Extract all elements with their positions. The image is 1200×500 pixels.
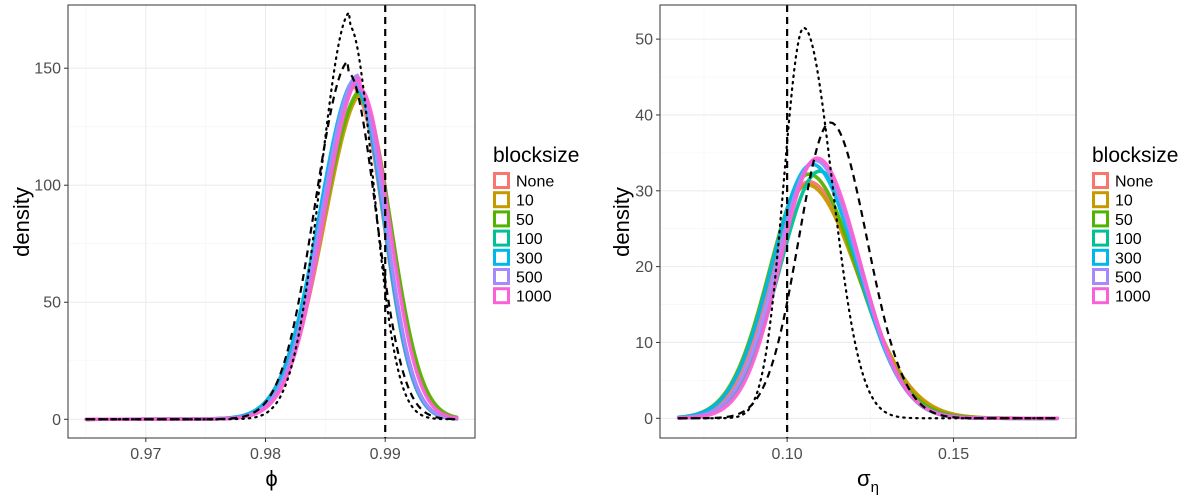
legend-item: 300 [1092, 248, 1142, 267]
legend-swatch [1092, 248, 1109, 266]
legend-item: 1000 [1092, 287, 1151, 306]
legend-label: 1000 [1115, 289, 1151, 306]
plot-area [660, 5, 1076, 438]
legend-label: 100 [1115, 231, 1142, 248]
right-chart-sigma-eta: 0 10 20 30 40 50 0.10 0.15 density ση blocksize Non… [609, 4, 1178, 496]
y-tick-label: 50 [43, 295, 61, 312]
x-axis-symbol: σ [857, 466, 871, 491]
legend-title: blocksize [1092, 144, 1178, 167]
legend-label: 500 [1115, 270, 1142, 287]
legend-label: 500 [516, 270, 543, 287]
panel-border [659, 4, 1077, 439]
legend-title: blocksize [493, 144, 579, 167]
x-axis-subscript: η [871, 479, 879, 496]
legend: blocksize None 10 50 100 300 500 1000 [493, 144, 579, 306]
legend-swatch [493, 248, 510, 266]
y-axis-title: density [609, 187, 634, 257]
legend-swatch [1092, 268, 1109, 285]
legend-swatch [493, 210, 510, 228]
y-axis-title: density [9, 187, 34, 257]
y-tick-label: 0 [644, 411, 653, 428]
legend-swatch [493, 229, 510, 247]
legend-swatch [493, 172, 510, 189]
x-axis-title: ση [857, 466, 879, 496]
legend-swatch [1092, 229, 1109, 247]
legend-swatch [493, 287, 510, 305]
legend-item: 500 [493, 268, 543, 287]
legend-label: 1000 [516, 289, 552, 306]
y-tick-label: 40 [635, 107, 653, 124]
legend-item: None [1092, 172, 1153, 191]
reference-curve-dashed [86, 60, 457, 421]
legend-item: 1000 [493, 287, 552, 306]
legend-item: 10 [493, 191, 534, 210]
series-lines [676, 26, 1060, 421]
legend: blocksize None 10 50 100 300 500 1000 [1092, 144, 1178, 306]
legend-label: None [1115, 174, 1153, 191]
legend-item: None [493, 172, 554, 191]
x-tick-label: 0.97 [130, 446, 161, 463]
legend-label: 100 [516, 231, 543, 248]
x-tick-label: 0.99 [370, 446, 401, 463]
legend-swatch [1092, 210, 1109, 228]
legend-label: None [516, 174, 554, 191]
y-tick-label: 0 [52, 412, 61, 429]
legend-item: 100 [1092, 229, 1142, 248]
y-tick-label: 50 [635, 32, 653, 49]
y-tick-label: 20 [635, 259, 653, 276]
y-tick-label: 100 [34, 178, 61, 195]
y-tick-label: 10 [635, 335, 653, 352]
legend-item: 300 [493, 248, 543, 267]
legend-swatch [493, 191, 510, 209]
legend-item: 100 [493, 229, 543, 248]
x-tick-label: 0.98 [250, 446, 281, 463]
legend-item: 50 [493, 210, 534, 229]
legend-label: 50 [516, 212, 534, 229]
legend-item: 50 [1092, 210, 1133, 229]
legend-swatch [493, 268, 510, 285]
x-axis-symbol: ϕ [265, 466, 277, 491]
left-chart-phi: 0 50 100 150 0.97 0.98 0.99 density ϕ blocksize No… [9, 4, 579, 491]
y-tick-label: 30 [635, 183, 653, 200]
legend-item: 500 [1092, 268, 1142, 287]
legend-label: 300 [516, 250, 543, 267]
reference-curve-dashed [678, 121, 1058, 420]
legend-item: 10 [1092, 191, 1133, 210]
legend-swatch [1092, 287, 1109, 305]
legend-swatch [1092, 191, 1109, 209]
legend-swatch [1092, 172, 1109, 189]
reference-curve-dotted [85, 11, 458, 421]
x-tick-label: 0.10 [772, 446, 803, 463]
series-lines [84, 11, 459, 422]
legend-label: 50 [1115, 212, 1133, 229]
legend-label: 10 [1115, 193, 1133, 210]
x-tick-label: 0.15 [938, 446, 969, 463]
panel-border [67, 4, 476, 439]
y-tick-label: 150 [34, 61, 61, 78]
x-axis-title: ϕ [265, 466, 277, 491]
legend-label: 300 [1115, 250, 1142, 267]
legend-label: 10 [516, 193, 534, 210]
